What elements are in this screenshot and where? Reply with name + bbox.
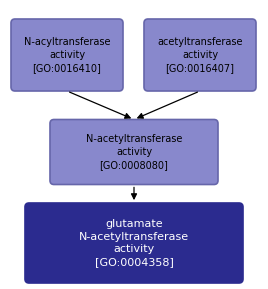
Text: acetyltransferase
activity
[GO:0016407]: acetyltransferase activity [GO:0016407] xyxy=(157,37,243,73)
Text: glutamate
N-acetyltransferase
activity
[GO:0004358]: glutamate N-acetyltransferase activity [… xyxy=(79,219,189,267)
FancyBboxPatch shape xyxy=(144,19,256,91)
Text: N-acetyltransferase
activity
[GO:0008080]: N-acetyltransferase activity [GO:0008080… xyxy=(86,134,182,170)
FancyBboxPatch shape xyxy=(25,203,243,283)
Text: N-acyltransferase
activity
[GO:0016410]: N-acyltransferase activity [GO:0016410] xyxy=(24,37,110,73)
FancyBboxPatch shape xyxy=(50,119,218,184)
FancyBboxPatch shape xyxy=(11,19,123,91)
